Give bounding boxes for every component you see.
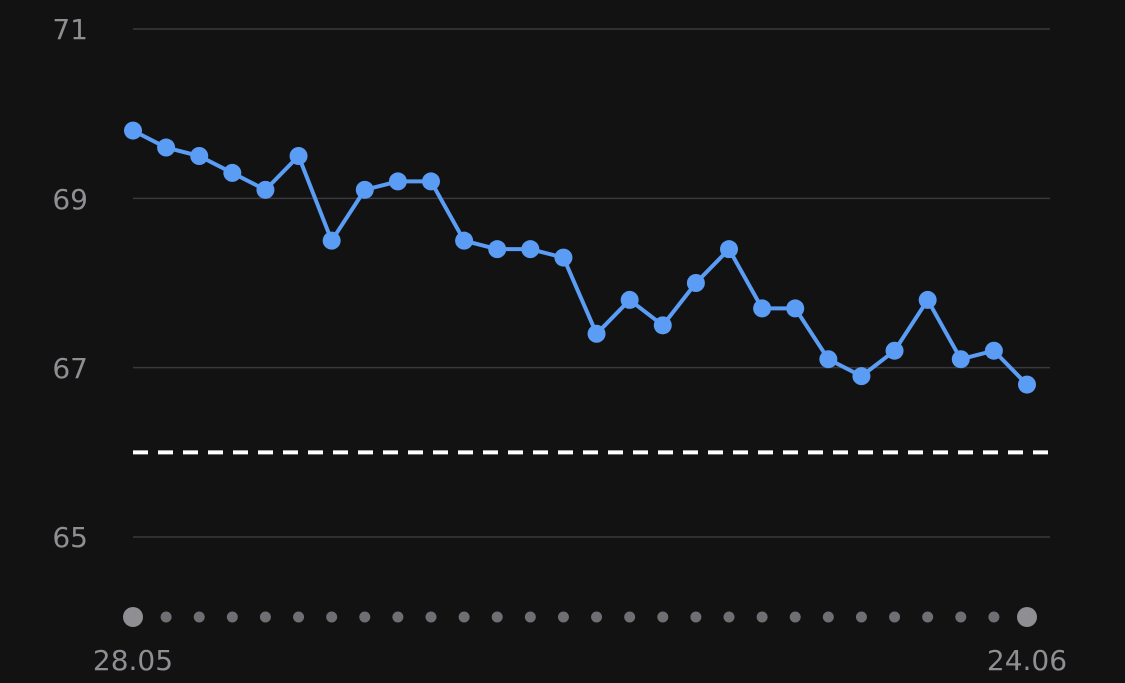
- data-point: [554, 248, 573, 267]
- data-point: [1018, 375, 1036, 394]
- x-axis-day-marker: [193, 611, 205, 623]
- x-axis-labels: 28.05 24.06: [93, 644, 1067, 677]
- y-tick-label-67: 67: [52, 352, 88, 385]
- data-point: [587, 324, 606, 343]
- x-tick-label-end: 24.06: [987, 644, 1067, 677]
- data-point: [885, 341, 904, 360]
- data-point: [223, 163, 242, 182]
- data-point: [124, 121, 142, 140]
- data-point: [322, 231, 341, 250]
- y-tick-label-69: 69: [52, 183, 88, 216]
- x-axis-day-marker: [524, 611, 536, 623]
- x-axis-day-marker: [889, 611, 901, 623]
- data-point: [289, 147, 308, 165]
- x-axis-day-marker: [293, 611, 305, 623]
- data-point: [918, 290, 937, 309]
- x-axis-day-marker: [226, 611, 238, 623]
- x-axis-day-marker: [822, 611, 834, 623]
- data-point: [422, 172, 440, 191]
- data-point: [753, 299, 772, 318]
- x-tick-label-start: 28.05: [93, 644, 173, 677]
- x-axis-day-marker: [591, 611, 603, 623]
- x-axis-day-marker: [624, 611, 636, 623]
- series-line: [131, 128, 1029, 387]
- x-axis-day-marker: [160, 611, 172, 623]
- x-axis-day-marker: [458, 611, 470, 623]
- data-point: [984, 341, 1003, 360]
- data-point: [157, 138, 176, 157]
- data-point: [355, 180, 374, 199]
- data-point: [256, 180, 275, 199]
- x-axis-day-marker: [789, 611, 801, 623]
- data-point: [720, 240, 738, 259]
- data-points: [124, 121, 1036, 394]
- data-point: [620, 290, 639, 309]
- y-axis-labels: 71 69 67 65: [52, 13, 88, 554]
- data-point: [521, 240, 540, 259]
- x-axis-endpoint-marker: [1017, 607, 1037, 627]
- x-axis-day-marker: [922, 611, 934, 623]
- data-point: [852, 367, 871, 386]
- x-axis-day-markers: [123, 607, 1037, 627]
- y-tick-label-71: 71: [52, 13, 88, 46]
- x-axis-endpoint-marker: [123, 607, 143, 627]
- x-axis-day-marker: [425, 611, 437, 623]
- x-axis-day-marker: [557, 611, 569, 623]
- x-axis-day-marker: [723, 611, 735, 623]
- data-point: [455, 231, 474, 250]
- data-point: [786, 299, 805, 318]
- x-axis-day-marker: [690, 611, 702, 623]
- y-tick-label-65: 65: [52, 521, 88, 554]
- x-axis-day-marker: [491, 611, 503, 623]
- data-point: [951, 350, 970, 369]
- x-axis-day-marker: [326, 611, 338, 623]
- grid: [133, 28, 1050, 538]
- x-axis-day-marker: [657, 611, 669, 623]
- data-point: [190, 147, 209, 165]
- data-point: [653, 316, 672, 335]
- x-axis-day-marker: [259, 611, 271, 623]
- data-point: [388, 172, 407, 191]
- data-point: [819, 350, 838, 369]
- x-axis-day-marker: [955, 611, 967, 623]
- x-axis-day-marker: [359, 611, 371, 623]
- data-point: [686, 274, 705, 292]
- data-point: [488, 240, 507, 259]
- x-axis-day-marker: [392, 611, 404, 623]
- x-axis-day-marker: [756, 611, 768, 623]
- x-axis-day-marker: [855, 611, 867, 623]
- x-axis-day-marker: [988, 611, 1000, 623]
